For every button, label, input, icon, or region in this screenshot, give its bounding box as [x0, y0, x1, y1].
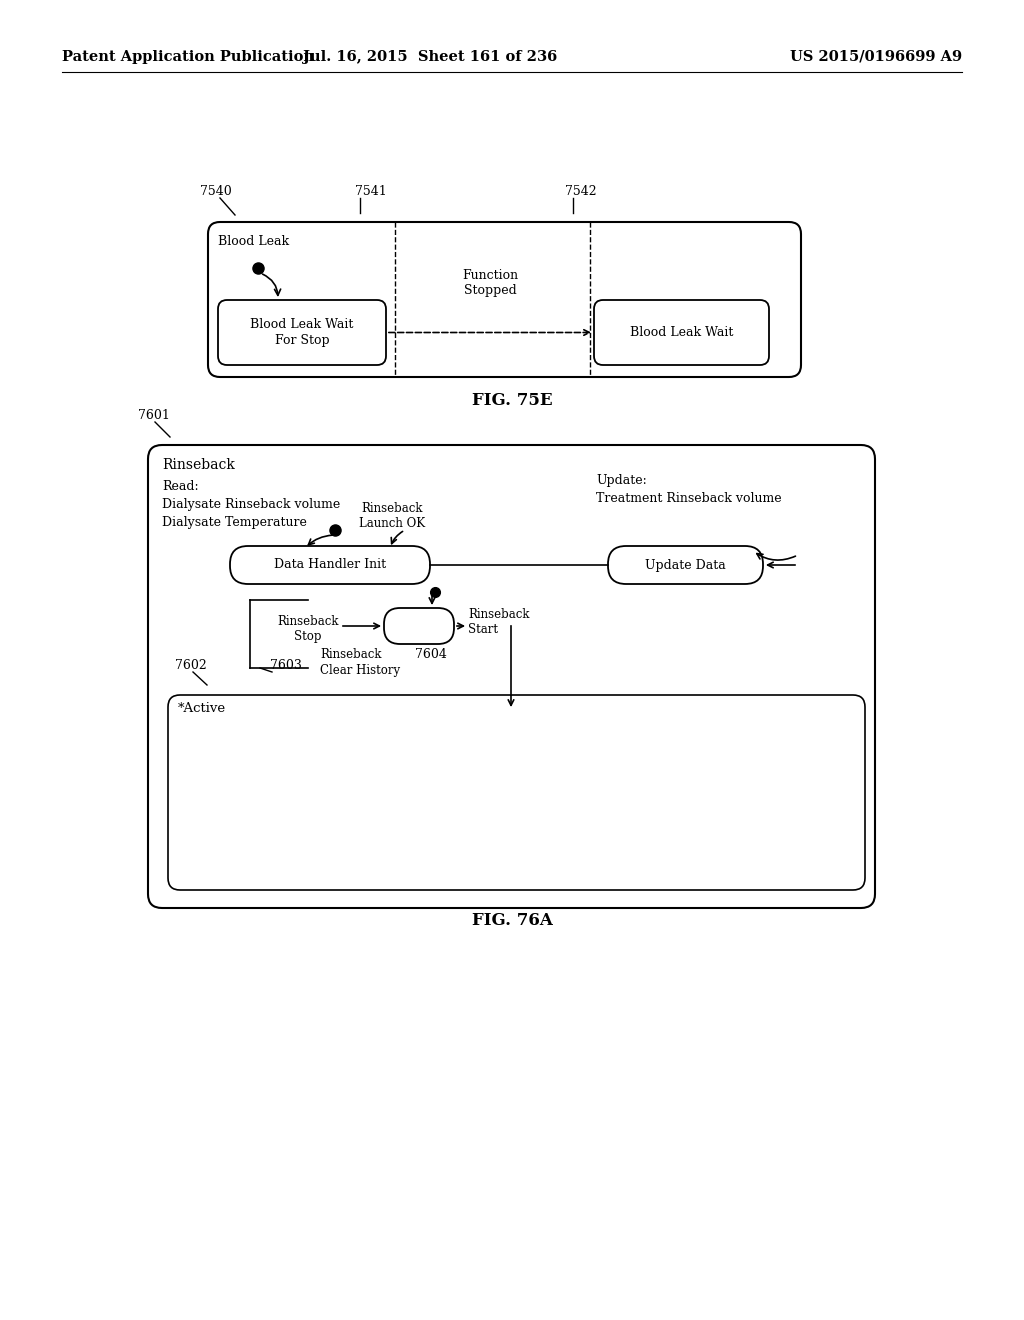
Text: 7601: 7601 [138, 409, 170, 422]
Text: Function
Stopped: Function Stopped [462, 269, 518, 297]
Text: Rinseback
Clear History: Rinseback Clear History [319, 648, 400, 677]
FancyBboxPatch shape [148, 445, 874, 908]
Text: Data Handler Init: Data Handler Init [274, 558, 386, 572]
Text: Rinseback: Rinseback [162, 458, 234, 473]
Text: 7604: 7604 [415, 648, 446, 661]
Text: Rinseback
Launch OK: Rinseback Launch OK [359, 502, 425, 531]
Text: 7541: 7541 [355, 185, 387, 198]
Text: 7603: 7603 [270, 659, 302, 672]
Text: US 2015/0196699 A9: US 2015/0196699 A9 [790, 50, 962, 63]
Text: Jul. 16, 2015  Sheet 161 of 236: Jul. 16, 2015 Sheet 161 of 236 [303, 50, 557, 63]
FancyBboxPatch shape [208, 222, 801, 378]
Text: FIG. 76A: FIG. 76A [472, 912, 552, 929]
Text: 7602: 7602 [175, 659, 207, 672]
Text: Read:
Dialysate Rinseback volume
Dialysate Temperature: Read: Dialysate Rinseback volume Dialysa… [162, 480, 340, 529]
Text: Rinseback
Start: Rinseback Start [468, 609, 529, 636]
Text: 7540: 7540 [200, 185, 231, 198]
Text: Update Data: Update Data [645, 558, 726, 572]
Text: *Active: *Active [178, 702, 226, 715]
FancyBboxPatch shape [230, 546, 430, 583]
Text: Rinseback
Stop: Rinseback Stop [278, 615, 339, 643]
Text: Blood Leak Wait: Blood Leak Wait [630, 326, 733, 339]
Text: Blood Leak: Blood Leak [218, 235, 289, 248]
Text: Blood Leak Wait
For Stop: Blood Leak Wait For Stop [250, 318, 353, 347]
Text: Update:
Treatment Rinseback volume: Update: Treatment Rinseback volume [596, 474, 781, 506]
FancyBboxPatch shape [168, 696, 865, 890]
FancyBboxPatch shape [218, 300, 386, 366]
FancyBboxPatch shape [384, 609, 454, 644]
FancyBboxPatch shape [594, 300, 769, 366]
Text: Idle: Idle [407, 619, 431, 632]
Text: FIG. 75E: FIG. 75E [472, 392, 552, 409]
Text: Patent Application Publication: Patent Application Publication [62, 50, 314, 63]
Text: 7542: 7542 [565, 185, 597, 198]
FancyBboxPatch shape [608, 546, 763, 583]
